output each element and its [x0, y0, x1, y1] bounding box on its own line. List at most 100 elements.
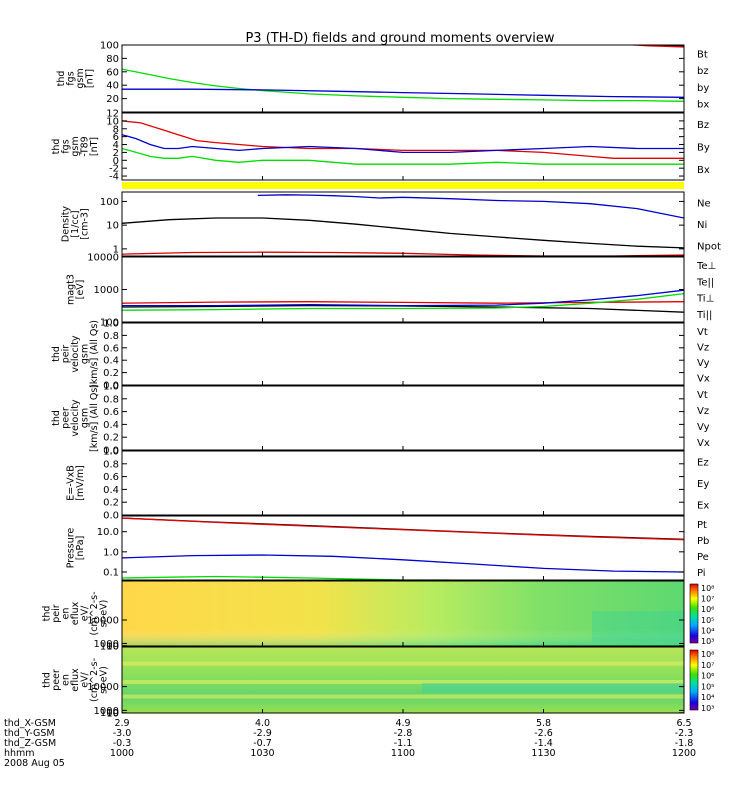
colorbar-tick-label: 10⁷: [701, 661, 714, 670]
y-tick-label: 100: [100, 197, 119, 208]
y-axis-label: gsm: [80, 408, 91, 428]
panel-p10: 10⁸10⁷10⁶10⁵10⁴10³10000100010010thdpeere…: [42, 646, 714, 719]
panel-p7: 1.00.8 0.6 0.4 0.2 0.0 E=-VxB[mV/m] Ez Ey Ex: [65, 447, 709, 522]
y-axis-label: gsm: [80, 344, 91, 364]
series-line: [122, 517, 684, 541]
legend-entry: Ti||: [696, 310, 712, 321]
colorbar-tick-label: 10⁶: [701, 672, 714, 681]
y-tick-label: 80: [106, 54, 119, 65]
y-tick-label: 1: [113, 244, 119, 255]
panel-p6: 1.00.80.60.40.20.0thdpeervelocitygsm[km/…: [51, 382, 710, 457]
legend-entry: Vy: [697, 358, 710, 369]
legend-entry: Ex: [697, 500, 709, 511]
y-tick-label: -2: [109, 164, 119, 175]
y-tick-label: 0.1: [103, 567, 119, 578]
x-axis-value: 4.9: [395, 718, 410, 729]
colorbar-tick-label: 10⁷: [701, 595, 714, 604]
y-tick-label: 0.6: [103, 472, 119, 483]
legend-entry: Ni: [697, 220, 707, 231]
y-tick-label: 0.2: [103, 368, 119, 379]
x-axis-value: -2.8: [394, 728, 413, 739]
legend-entry: Bt: [697, 49, 708, 60]
legend-entry: Pe: [697, 552, 709, 563]
series-line: [122, 517, 684, 540]
x-axis-value: 1000: [110, 748, 134, 759]
y-tick-label: -4: [109, 172, 119, 183]
y-tick-label: 1.0: [103, 319, 119, 330]
y-axis-label: [mV/m]: [75, 465, 86, 501]
y-axis-label: -T89: [80, 136, 91, 156]
y-axis-label: thd: [51, 139, 62, 155]
y-axis-label: [nT]: [89, 137, 100, 156]
x-axis-value: 1030: [250, 748, 274, 759]
spectrogram-band: [122, 661, 684, 666]
legend-entry: Pt: [697, 520, 707, 531]
y-axis-label: [nT]: [84, 69, 95, 88]
series-line: [122, 120, 684, 159]
y-axis-label: peer: [51, 669, 62, 691]
x-axis-value: -2.6: [534, 728, 553, 739]
panel-frame: [121, 44, 685, 113]
spectrogram-shade: [122, 581, 684, 646]
y-tick-label: 0.0: [103, 446, 119, 457]
y-axis-label: peir: [51, 604, 62, 623]
panel-frame: [121, 450, 685, 516]
y-tick-label: 0.8: [103, 331, 119, 342]
y-tick-label: 0.4: [103, 420, 119, 431]
x-axis-row-label: thd_X-GSM: [4, 718, 56, 729]
legend-entry: Vz: [697, 406, 709, 417]
y-tick-label: 12: [106, 109, 119, 120]
y-tick-label: 10: [106, 116, 119, 127]
y-tick-label: 0.8: [103, 459, 119, 470]
y-tick-label: 10: [106, 708, 119, 719]
colorbar-tick-label: 10⁸: [701, 584, 714, 593]
y-tick-label: 10000: [87, 253, 119, 264]
spectrogram-band: [122, 680, 684, 684]
legend-entry: Ti⊥: [696, 294, 714, 305]
legend-entry: Pb: [697, 536, 709, 547]
x-axis-value: 1100: [391, 748, 415, 759]
series-line: [122, 68, 684, 102]
colorbar-tick-label: 10⁴: [701, 693, 714, 702]
yellow-separator-strip: [122, 182, 684, 189]
legend-entry: Bx: [697, 165, 710, 176]
y-tick-label: 20: [106, 94, 119, 105]
colorbar-tick-label: 10⁵: [701, 682, 714, 691]
x-axis-value: -2.3: [675, 728, 694, 739]
series-line: [257, 194, 684, 219]
colorbar-tick-label: 10⁸: [701, 650, 714, 659]
series-line: [122, 147, 684, 165]
x-axis-date: 2008 Aug 05: [4, 758, 65, 769]
x-axis-value: -1.1: [394, 738, 413, 749]
panel-frame: [121, 256, 685, 323]
y-tick-label: 1000: [94, 639, 119, 650]
y-tick-label: 6: [113, 132, 119, 143]
x-axis-value: -2.9: [253, 728, 272, 739]
series-line: [122, 134, 684, 154]
y-axis-label: velocity: [70, 399, 81, 437]
legend-entry: Npot: [697, 241, 721, 252]
colorbar-tick-label: 10³: [701, 637, 714, 646]
y-tick-label: 10000: [87, 616, 119, 627]
y-axis-label: peer: [61, 407, 72, 429]
y-axis-label: thd: [56, 71, 67, 87]
x-axis-value: -1.8: [675, 738, 694, 749]
y-tick-label: 100: [100, 708, 119, 719]
y-tick-label: 8: [113, 124, 119, 135]
colorbar-tick-label: 10³: [701, 704, 714, 713]
x-axis-value: -0.3: [113, 738, 132, 749]
y-tick-label: 0: [113, 156, 119, 167]
y-axis-label: E=-VxB: [65, 465, 76, 500]
figure-title: P3 (TH-D) fields and ground moments over…: [245, 31, 554, 46]
y-axis-label: eV/: [80, 605, 91, 621]
x-axis-row-label: hhmm: [4, 748, 35, 759]
series-line: [624, 45, 684, 48]
colorbar: [689, 649, 699, 711]
x-axis-value: 1200: [672, 748, 696, 759]
y-axis-label: fgs: [61, 139, 72, 153]
y-tick-label: 4: [113, 140, 119, 151]
panel-frame: [121, 322, 685, 386]
colorbar-tick-label: 10⁶: [701, 605, 714, 614]
panel-p3: 100 10 1 Density[1/cc][cm-3] Ne Ni Npot: [61, 191, 721, 257]
